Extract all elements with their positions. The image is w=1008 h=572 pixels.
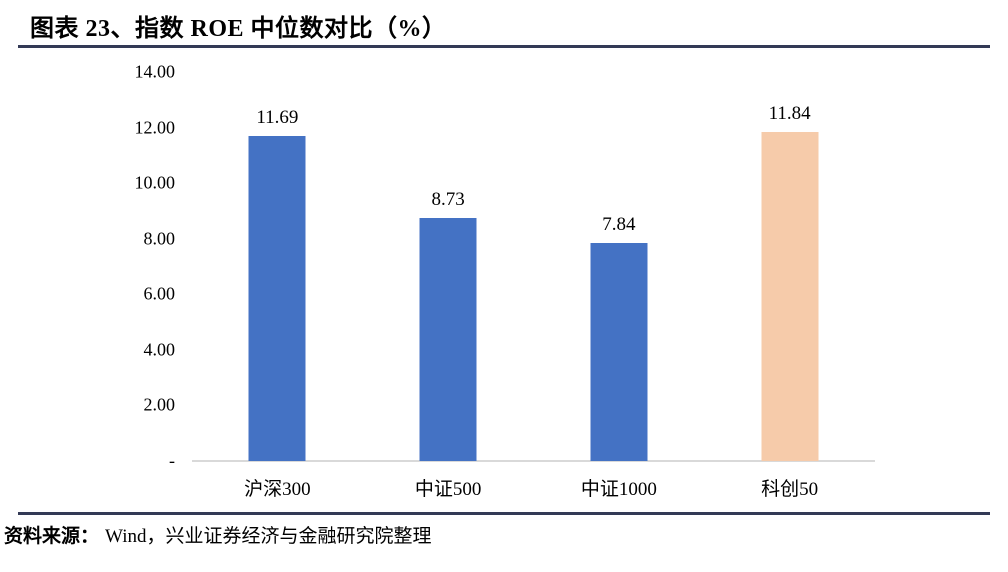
- bar-column: 7.84 中证1000: [534, 72, 705, 500]
- bar-value-label: 8.73: [431, 189, 465, 211]
- bar: [590, 243, 648, 461]
- y-axis-labels: 14.00 12.00 10.00 8.00 6.00 4.00 2.00 -: [85, 62, 176, 471]
- bar-column: 11.84 科创50: [704, 72, 875, 500]
- bar: [248, 136, 306, 461]
- x-axis-label: 科创50: [761, 479, 819, 500]
- bar: [419, 218, 477, 461]
- bar-value-label: 11.69: [256, 107, 299, 129]
- bar-column: 8.73 中证500: [363, 72, 534, 500]
- y-axis-tick-label: 8.00: [143, 228, 176, 249]
- source-rule: [18, 512, 990, 515]
- source-label: 资料来源：: [4, 526, 100, 547]
- x-axis-label: 中证1000: [580, 479, 657, 500]
- x-axis-label: 中证500: [414, 479, 482, 500]
- bar-value-label: 11.84: [768, 103, 811, 125]
- y-axis-tick-label: 6.00: [143, 283, 176, 304]
- y-axis-tick-label: -: [169, 450, 175, 471]
- title-rule: [18, 45, 990, 48]
- y-axis-tick-label: 12.00: [134, 117, 176, 138]
- figure-title: 图表 23、指数 ROE 中位数对比（%）: [30, 16, 447, 42]
- source-text: Wind，兴业证券经济与金融研究院整理: [105, 526, 432, 547]
- x-axis-line: [192, 460, 875, 462]
- y-axis-tick-label: 4.00: [143, 339, 176, 360]
- y-axis-tick-label: 2.00: [143, 394, 176, 415]
- bar-value-label: 7.84: [602, 214, 636, 236]
- bar-chart-plot-area: 11.69 沪深300 8.73 中证500 7.84 中证1000 11.84 科创50: [192, 72, 875, 500]
- x-axis-label: 沪深300: [244, 479, 311, 500]
- y-axis-tick-label: 10.00: [134, 172, 176, 193]
- source-line: 资料来源： Wind，兴业证券经济与金融研究院整理: [4, 521, 431, 548]
- bar: [761, 132, 819, 461]
- bar-column: 11.69 沪深300: [192, 72, 363, 500]
- y-axis-tick-label: 14.00: [134, 61, 176, 82]
